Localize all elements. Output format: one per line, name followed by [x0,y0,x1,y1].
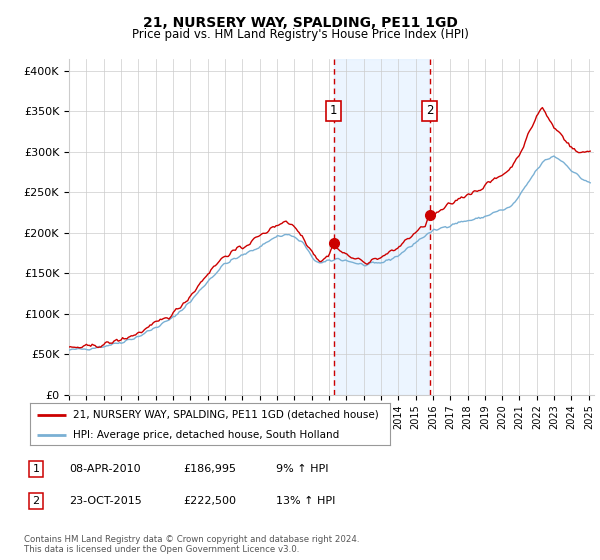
Text: 21, NURSERY WAY, SPALDING, PE11 1GD (detached house): 21, NURSERY WAY, SPALDING, PE11 1GD (det… [73,409,379,419]
Text: £186,995: £186,995 [183,464,236,474]
Text: 2: 2 [426,104,433,118]
Text: £222,500: £222,500 [183,496,236,506]
Text: HPI: Average price, detached house, South Holland: HPI: Average price, detached house, Sout… [73,430,340,440]
Text: 1: 1 [330,104,337,118]
Text: 2: 2 [32,496,40,506]
Text: 13% ↑ HPI: 13% ↑ HPI [276,496,335,506]
Text: 1: 1 [32,464,40,474]
Text: Contains HM Land Registry data © Crown copyright and database right 2024.
This d: Contains HM Land Registry data © Crown c… [24,535,359,554]
Text: Price paid vs. HM Land Registry's House Price Index (HPI): Price paid vs. HM Land Registry's House … [131,28,469,41]
Text: 08-APR-2010: 08-APR-2010 [69,464,140,474]
Text: 23-OCT-2015: 23-OCT-2015 [69,496,142,506]
Text: 21, NURSERY WAY, SPALDING, PE11 1GD: 21, NURSERY WAY, SPALDING, PE11 1GD [143,16,457,30]
Text: 9% ↑ HPI: 9% ↑ HPI [276,464,329,474]
